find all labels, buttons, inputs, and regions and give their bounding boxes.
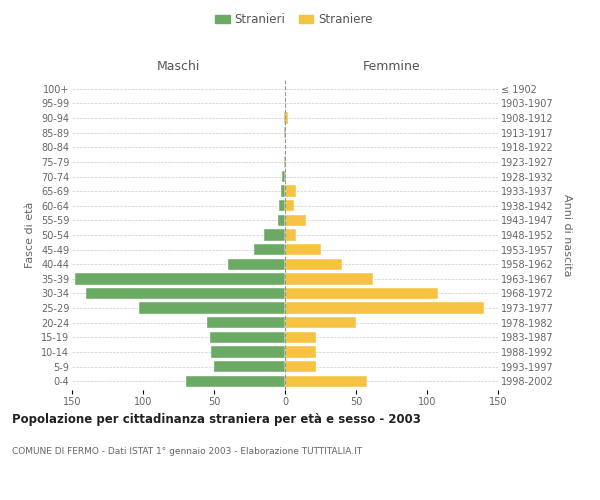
Bar xyxy=(285,186,296,197)
Bar xyxy=(228,258,285,270)
Bar xyxy=(284,156,285,168)
Bar xyxy=(285,156,286,168)
Bar xyxy=(254,244,285,256)
Bar xyxy=(285,346,316,358)
Bar xyxy=(185,376,285,387)
Bar xyxy=(214,361,285,372)
Bar xyxy=(285,317,356,328)
Bar xyxy=(284,112,285,124)
Bar xyxy=(285,302,484,314)
Bar xyxy=(278,214,285,226)
Bar xyxy=(285,214,307,226)
Bar xyxy=(211,346,285,358)
Bar xyxy=(285,127,286,138)
Bar xyxy=(285,171,286,182)
Y-axis label: Anni di nascita: Anni di nascita xyxy=(562,194,572,276)
Text: Popolazione per cittadinanza straniera per età e sesso - 2003: Popolazione per cittadinanza straniera p… xyxy=(12,412,421,426)
Bar xyxy=(285,288,439,299)
Bar xyxy=(75,273,285,284)
Bar xyxy=(282,171,285,182)
Bar xyxy=(281,186,285,197)
Bar xyxy=(285,361,316,372)
Bar xyxy=(285,273,373,284)
Bar xyxy=(285,332,316,343)
Text: Maschi: Maschi xyxy=(157,60,200,72)
Bar xyxy=(264,230,285,240)
Bar xyxy=(285,98,286,109)
Bar xyxy=(284,127,285,138)
Bar xyxy=(285,112,288,124)
Text: Femmine: Femmine xyxy=(362,60,421,72)
Bar xyxy=(285,200,293,211)
Bar xyxy=(285,258,342,270)
Y-axis label: Fasce di età: Fasce di età xyxy=(25,202,35,268)
Bar xyxy=(285,244,320,256)
Bar xyxy=(210,332,285,343)
Bar xyxy=(207,317,285,328)
Legend: Stranieri, Straniere: Stranieri, Straniere xyxy=(211,8,377,31)
Text: COMUNE DI FERMO - Dati ISTAT 1° gennaio 2003 - Elaborazione TUTTITALIA.IT: COMUNE DI FERMO - Dati ISTAT 1° gennaio … xyxy=(12,448,362,456)
Bar xyxy=(285,230,296,240)
Bar xyxy=(139,302,285,314)
Bar xyxy=(280,200,285,211)
Bar xyxy=(285,376,367,387)
Bar xyxy=(86,288,285,299)
